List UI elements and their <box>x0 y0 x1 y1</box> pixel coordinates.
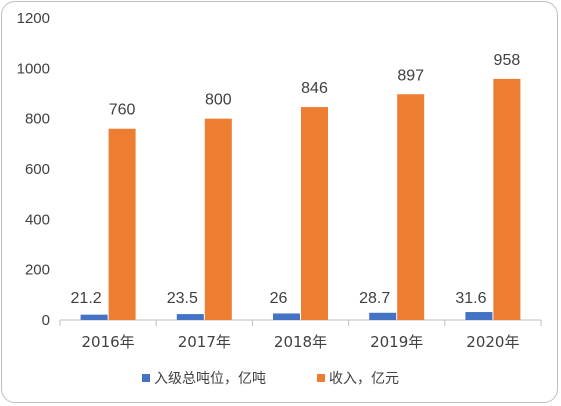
data-label: 21.2 <box>71 290 102 307</box>
bar-revenue <box>397 94 425 320</box>
x-tick-label: 2018年 <box>274 333 327 351</box>
data-label: 846 <box>301 80 328 97</box>
bar-revenue <box>204 118 232 321</box>
y-tick-label: 400 <box>25 211 50 228</box>
bar-tonnage <box>80 314 108 320</box>
data-label: 28.7 <box>359 290 390 307</box>
data-label: 26 <box>270 290 288 307</box>
x-tick-label: 2019年 <box>370 333 423 351</box>
bar-revenue <box>301 107 328 320</box>
data-label: 23.5 <box>167 290 198 307</box>
data-labels: 21.2 760 23.5 800 26 846 28.7 897 31.6 958 <box>71 52 521 307</box>
data-label: 897 <box>397 67 424 84</box>
data-label: 760 <box>109 102 136 119</box>
data-label: 31.6 <box>455 290 486 307</box>
legend: 入级总吨位，亿吨 收入，亿元 <box>142 371 399 387</box>
y-axis: 0 200 400 600 800 1000 1200 <box>17 10 50 329</box>
legend-swatch <box>317 374 325 382</box>
bar-tonnage <box>465 312 493 320</box>
y-tick-label: 800 <box>25 111 50 128</box>
bar-revenue <box>108 128 136 320</box>
y-tick-label: 1000 <box>17 60 50 77</box>
y-tick-label: 200 <box>25 262 50 279</box>
x-axis: 2016年 2017年 2018年 2019年 2020年 <box>59 319 542 351</box>
legend-label: 入级总吨位，亿吨 <box>154 371 266 387</box>
legend-label: 收入，亿元 <box>329 371 399 387</box>
bar-tonnage <box>273 313 300 320</box>
y-tick-label: 1200 <box>17 10 50 27</box>
bar-revenue <box>493 78 521 320</box>
bars <box>80 78 521 321</box>
y-tick-label: 0 <box>42 312 50 329</box>
data-label: 800 <box>205 92 232 109</box>
data-label: 958 <box>494 52 521 69</box>
x-tick-label: 2020年 <box>466 333 519 351</box>
bar-tonnage <box>176 314 204 320</box>
x-tick-label: 2016年 <box>82 333 135 351</box>
x-tick-label: 2017年 <box>178 333 231 351</box>
legend-swatch <box>142 374 150 382</box>
y-tick-label: 600 <box>25 161 50 178</box>
bar-tonnage <box>369 312 397 320</box>
